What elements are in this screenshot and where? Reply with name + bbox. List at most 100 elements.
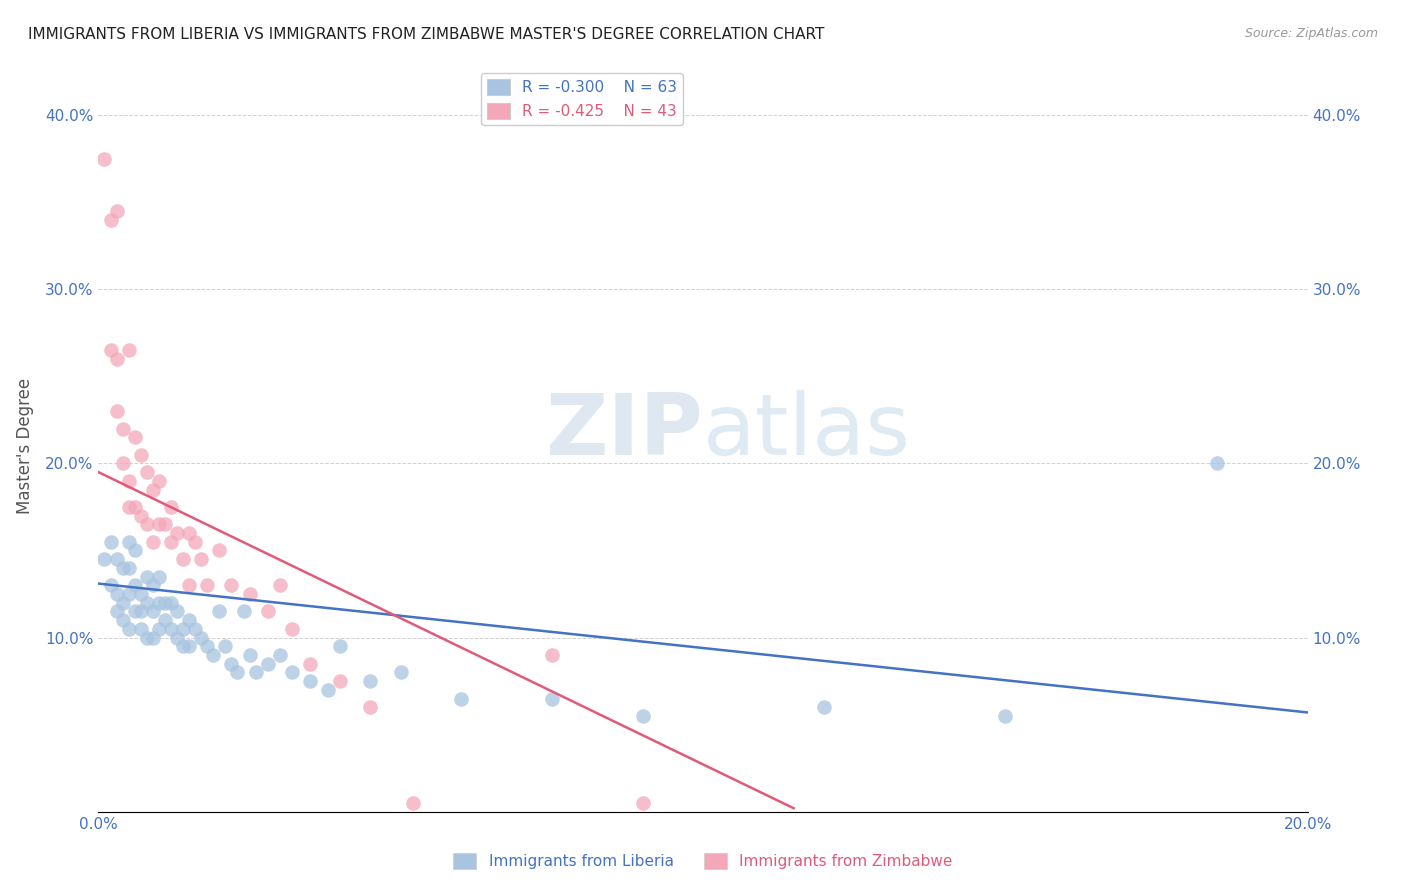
Point [1206, 457, 1229, 471]
Point [135, 517, 157, 532]
Point [160, 534, 183, 549]
Point [202, 648, 225, 662]
Point [153, 596, 176, 610]
Y-axis label: Master's Degree: Master's Degree [15, 378, 34, 514]
Point [179, 640, 201, 654]
Point [93, 152, 115, 166]
Point [208, 604, 231, 618]
Point [160, 596, 183, 610]
Point [100, 534, 122, 549]
Point [118, 343, 141, 358]
Point [166, 631, 188, 645]
Point [281, 622, 304, 636]
Point [389, 665, 412, 680]
Point [184, 622, 207, 636]
Point [179, 578, 201, 592]
Point [226, 665, 249, 680]
Point [153, 613, 176, 627]
Point [105, 552, 128, 566]
Point [118, 474, 141, 488]
Point [813, 700, 835, 714]
Point [256, 604, 278, 618]
Point [299, 657, 322, 671]
Point [166, 604, 188, 618]
Point [631, 709, 654, 723]
Point [135, 596, 157, 610]
Point [100, 343, 122, 358]
Point [316, 682, 339, 697]
Point [360, 700, 382, 714]
Point [105, 604, 128, 618]
Text: atlas: atlas [703, 390, 911, 473]
Point [142, 534, 165, 549]
Point [129, 587, 152, 601]
Point [148, 569, 170, 583]
Point [179, 613, 201, 627]
Point [184, 534, 207, 549]
Point [135, 465, 157, 479]
Point [124, 604, 146, 618]
Point [221, 657, 243, 671]
Point [245, 665, 267, 680]
Point [105, 587, 128, 601]
Point [540, 648, 562, 662]
Point [239, 648, 262, 662]
Text: ZIP: ZIP [546, 390, 703, 473]
Point [239, 587, 262, 601]
Point [148, 622, 170, 636]
Point [142, 604, 165, 618]
Point [124, 578, 146, 592]
Point [195, 640, 218, 654]
Point [129, 604, 152, 618]
Point [172, 552, 194, 566]
Point [153, 517, 176, 532]
Point [299, 674, 322, 689]
Text: IMMIGRANTS FROM LIBERIA VS IMMIGRANTS FROM ZIMBABWE MASTER'S DEGREE CORRELATION : IMMIGRANTS FROM LIBERIA VS IMMIGRANTS FR… [28, 27, 824, 42]
Point [100, 578, 122, 592]
Point [148, 596, 170, 610]
Point [232, 604, 254, 618]
Point [190, 552, 212, 566]
Point [129, 448, 152, 462]
Point [142, 578, 165, 592]
Legend: Immigrants from Liberia, Immigrants from Zimbabwe: Immigrants from Liberia, Immigrants from… [447, 847, 959, 875]
Point [124, 543, 146, 558]
Legend: R = -0.300    N = 63, R = -0.425    N = 43: R = -0.300 N = 63, R = -0.425 N = 43 [481, 73, 683, 125]
Point [135, 569, 157, 583]
Point [631, 796, 654, 810]
Point [172, 622, 194, 636]
Point [994, 709, 1017, 723]
Point [111, 561, 134, 575]
Point [166, 526, 188, 541]
Point [214, 640, 236, 654]
Point [111, 421, 134, 435]
Point [129, 508, 152, 523]
Point [142, 483, 165, 497]
Point [160, 500, 183, 514]
Point [402, 796, 425, 810]
Text: Source: ZipAtlas.com: Source: ZipAtlas.com [1244, 27, 1378, 40]
Point [269, 578, 291, 592]
Point [118, 561, 141, 575]
Point [118, 587, 141, 601]
Point [208, 543, 231, 558]
Point [148, 517, 170, 532]
Point [450, 691, 472, 706]
Point [221, 578, 243, 592]
Point [111, 596, 134, 610]
Point [118, 500, 141, 514]
Point [118, 622, 141, 636]
Point [269, 648, 291, 662]
Point [105, 351, 128, 366]
Point [105, 203, 128, 218]
Point [179, 526, 201, 541]
Point [129, 622, 152, 636]
Point [190, 631, 212, 645]
Point [172, 640, 194, 654]
Point [148, 474, 170, 488]
Point [540, 691, 562, 706]
Point [256, 657, 278, 671]
Point [160, 622, 183, 636]
Point [124, 500, 146, 514]
Point [360, 674, 382, 689]
